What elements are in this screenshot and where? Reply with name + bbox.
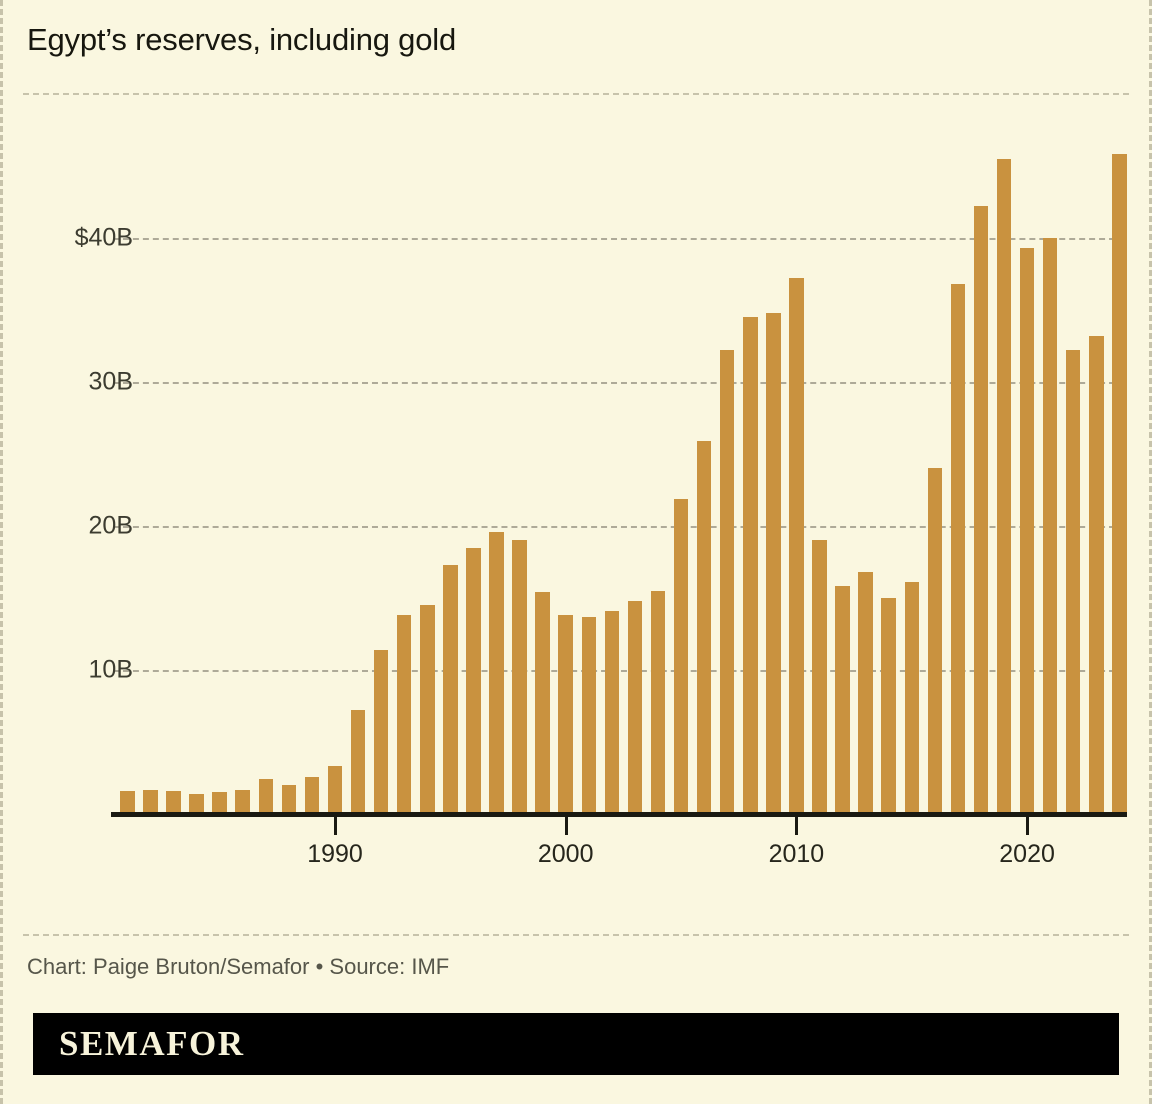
semafor-logo: SEMAFOR <box>59 1024 245 1063</box>
gridline <box>113 238 1125 240</box>
bar <box>120 790 135 814</box>
bar <box>743 317 758 814</box>
x-axis-tick-label: 2000 <box>537 840 594 868</box>
bar <box>189 793 204 814</box>
bar <box>350 710 366 814</box>
x-axis-tick <box>334 817 337 835</box>
bar <box>1065 350 1081 814</box>
page-title: Egypt’s reserves, including gold <box>27 22 456 57</box>
chart-plot: $40B 30B 20B 10B 1990 2000 2010 2020 <box>3 0 1152 900</box>
bar <box>950 284 966 814</box>
bar <box>281 785 297 814</box>
x-axis-tick-label: 2010 <box>768 840 825 868</box>
bar <box>1042 238 1058 814</box>
y-axis-tick-label: 20B <box>88 511 133 540</box>
bar <box>789 278 804 814</box>
y-axis-tick-label: 30B <box>88 367 133 396</box>
bar <box>396 615 412 814</box>
x-axis-tick-label: 1990 <box>307 840 363 868</box>
x-axis-tick <box>795 817 799 835</box>
bar <box>512 540 527 814</box>
divider-top <box>23 93 1129 95</box>
y-axis-tick-label: $40B <box>74 223 133 252</box>
bar <box>835 586 850 814</box>
gridline <box>113 526 1125 528</box>
bar <box>766 312 781 814</box>
divider-bottom <box>23 934 1129 936</box>
x-axis-tick-label: 2020 <box>999 840 1055 868</box>
bar <box>904 582 919 814</box>
bar <box>420 605 435 814</box>
x-axis-line <box>111 812 1127 817</box>
chart-credit: Chart: Paige Bruton/Semafor • Source: IM… <box>27 954 450 979</box>
bar <box>1112 154 1127 814</box>
bar <box>719 350 735 814</box>
logo-band: SEMAFOR <box>33 1013 1119 1075</box>
bar <box>996 158 1012 814</box>
bar <box>489 531 504 814</box>
bar <box>258 779 274 814</box>
bar <box>581 616 597 814</box>
bar <box>973 206 989 814</box>
bar <box>558 615 573 814</box>
bar <box>604 610 620 814</box>
bar <box>627 600 643 814</box>
bar <box>1019 248 1035 814</box>
bar <box>696 441 712 814</box>
bar <box>166 790 181 814</box>
bar <box>143 789 158 814</box>
bar <box>304 776 320 814</box>
bar-series <box>113 130 1127 814</box>
bar <box>535 592 550 814</box>
bar <box>881 598 896 814</box>
x-axis-tick <box>1026 817 1030 835</box>
bar <box>927 468 943 814</box>
bar <box>650 590 666 814</box>
bar <box>327 766 343 814</box>
bar <box>858 572 873 814</box>
bar <box>812 540 827 814</box>
bar <box>466 547 481 814</box>
bar <box>1089 335 1104 814</box>
y-axis-tick-label: 10B <box>88 655 133 684</box>
bar <box>212 792 227 814</box>
chart-area <box>113 130 1127 814</box>
bar <box>673 498 689 814</box>
bar <box>443 564 458 814</box>
gridline <box>113 382 1125 384</box>
x-axis-tick <box>564 817 568 835</box>
bar <box>235 789 250 814</box>
bar <box>373 649 389 814</box>
